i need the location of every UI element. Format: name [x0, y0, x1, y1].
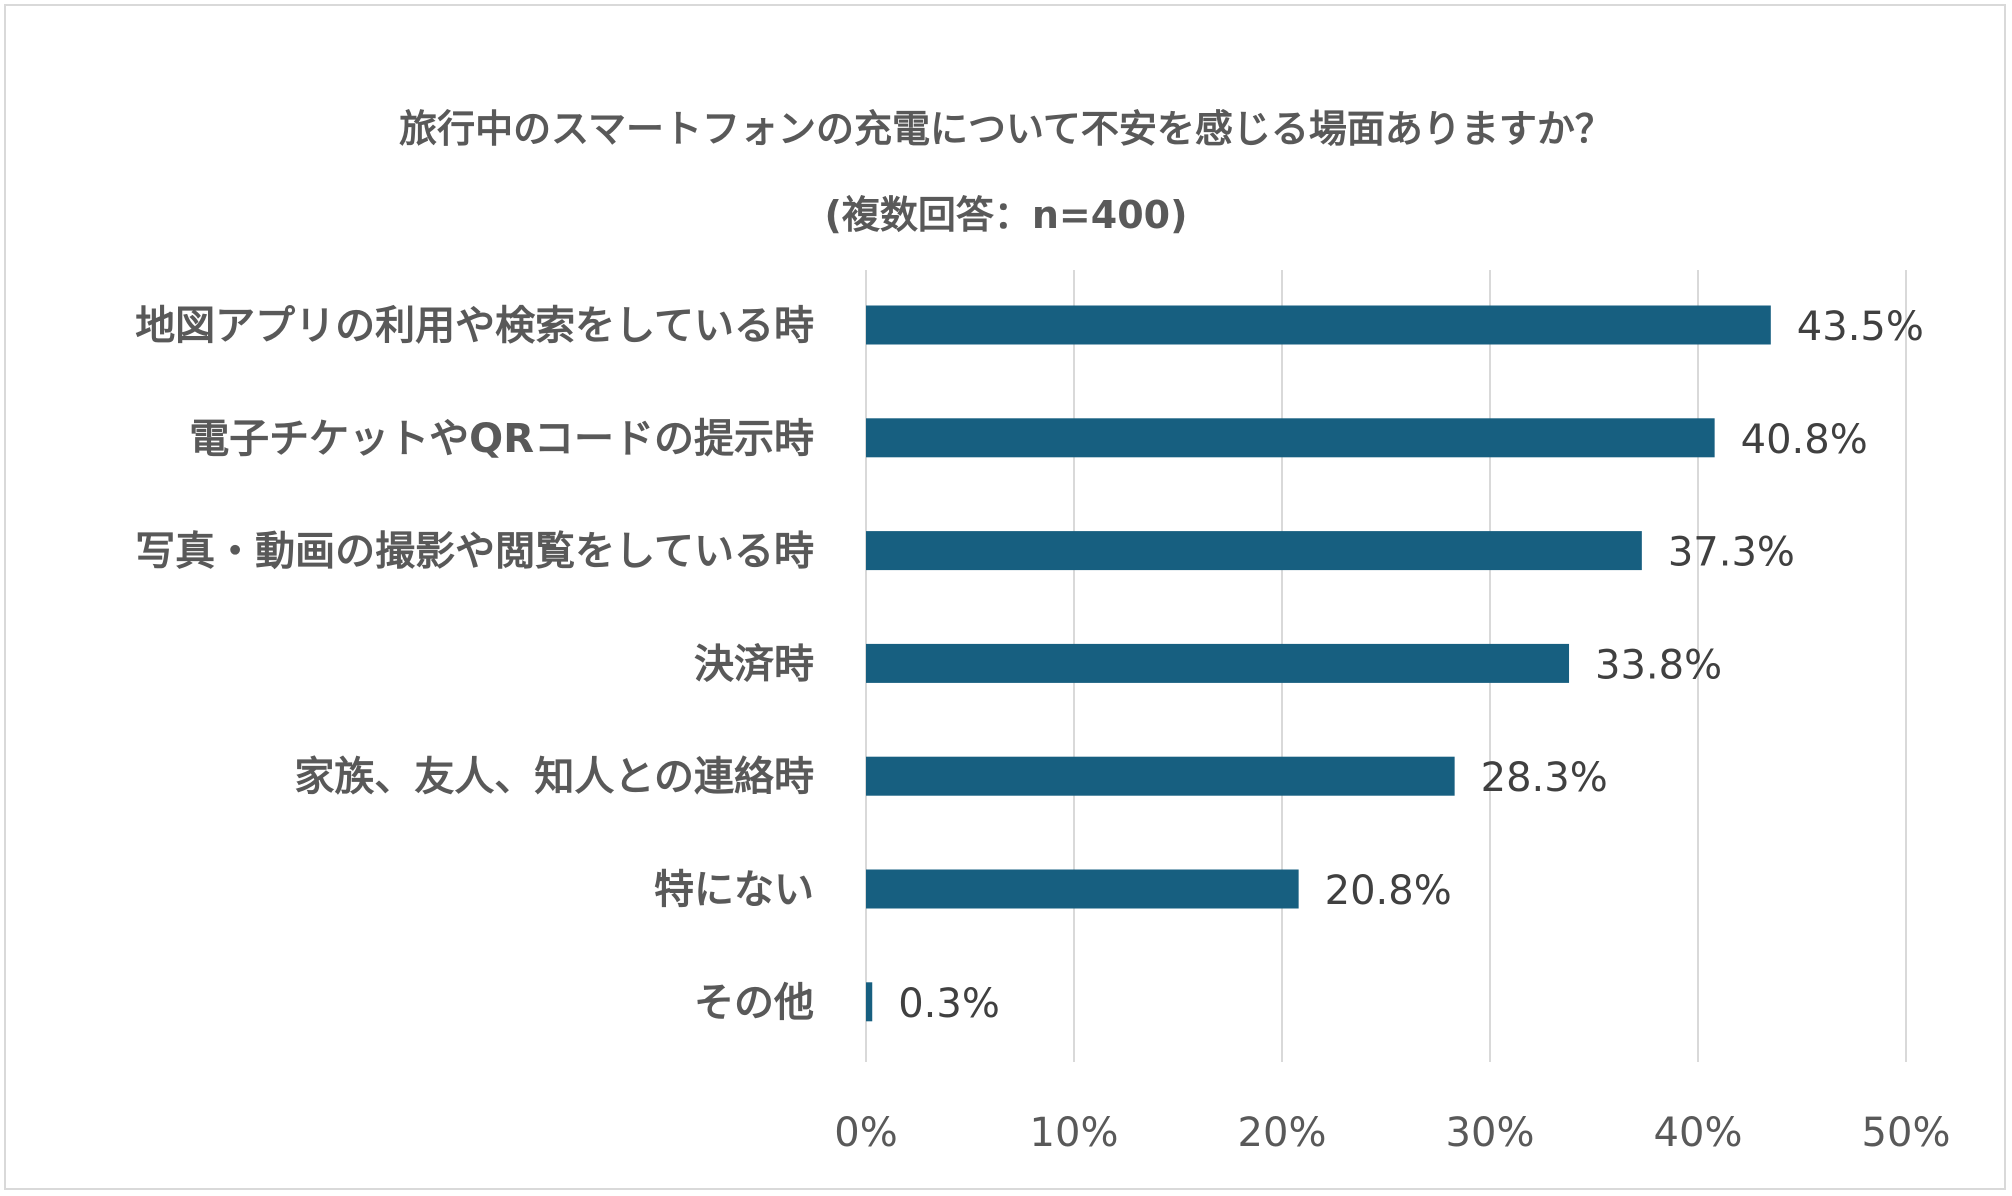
category-label: 家族、友人、知人との連絡時 [294, 754, 814, 800]
x-tick-label: 0% [834, 1110, 897, 1156]
data-label: 40.8% [1741, 417, 1868, 463]
x-tick-label: 20% [1238, 1110, 1327, 1156]
bar [866, 305, 1771, 345]
chart-subtitle: (複数回答：n=400) [824, 193, 1188, 237]
data-label: 20.8% [1325, 868, 1452, 914]
data-label: 0.3% [898, 981, 1000, 1027]
category-label: 電子チケットやQRコードの提示時 [189, 416, 814, 462]
category-label: その他 [694, 980, 814, 1026]
data-label: 43.5% [1797, 304, 1924, 350]
category-label: 決済時 [694, 641, 814, 687]
chart-frame [4, 4, 2006, 1190]
x-tick-label: 10% [1030, 1110, 1119, 1156]
data-label: 37.3% [1668, 530, 1795, 576]
bar [866, 756, 1455, 796]
data-label: 33.8% [1595, 642, 1722, 688]
bar [866, 869, 1299, 909]
category-label: 特にない [654, 867, 814, 913]
category-label: 写真・動画の撮影や閲覧をしている時 [135, 529, 814, 575]
x-tick-label: 40% [1654, 1110, 1743, 1156]
bar [866, 982, 873, 1022]
data-label: 28.3% [1481, 755, 1608, 801]
chart-title: 旅行中のスマートフォンの充電について不安を感じる場面ありますか？ [399, 107, 1613, 151]
bar [866, 643, 1570, 683]
category-label: 地図アプリの利用や検索をしている時 [135, 303, 814, 349]
x-tick-label: 50% [1862, 1110, 1951, 1156]
bar [866, 531, 1642, 571]
x-tick-label: 30% [1446, 1110, 1535, 1156]
bar [866, 418, 1715, 458]
